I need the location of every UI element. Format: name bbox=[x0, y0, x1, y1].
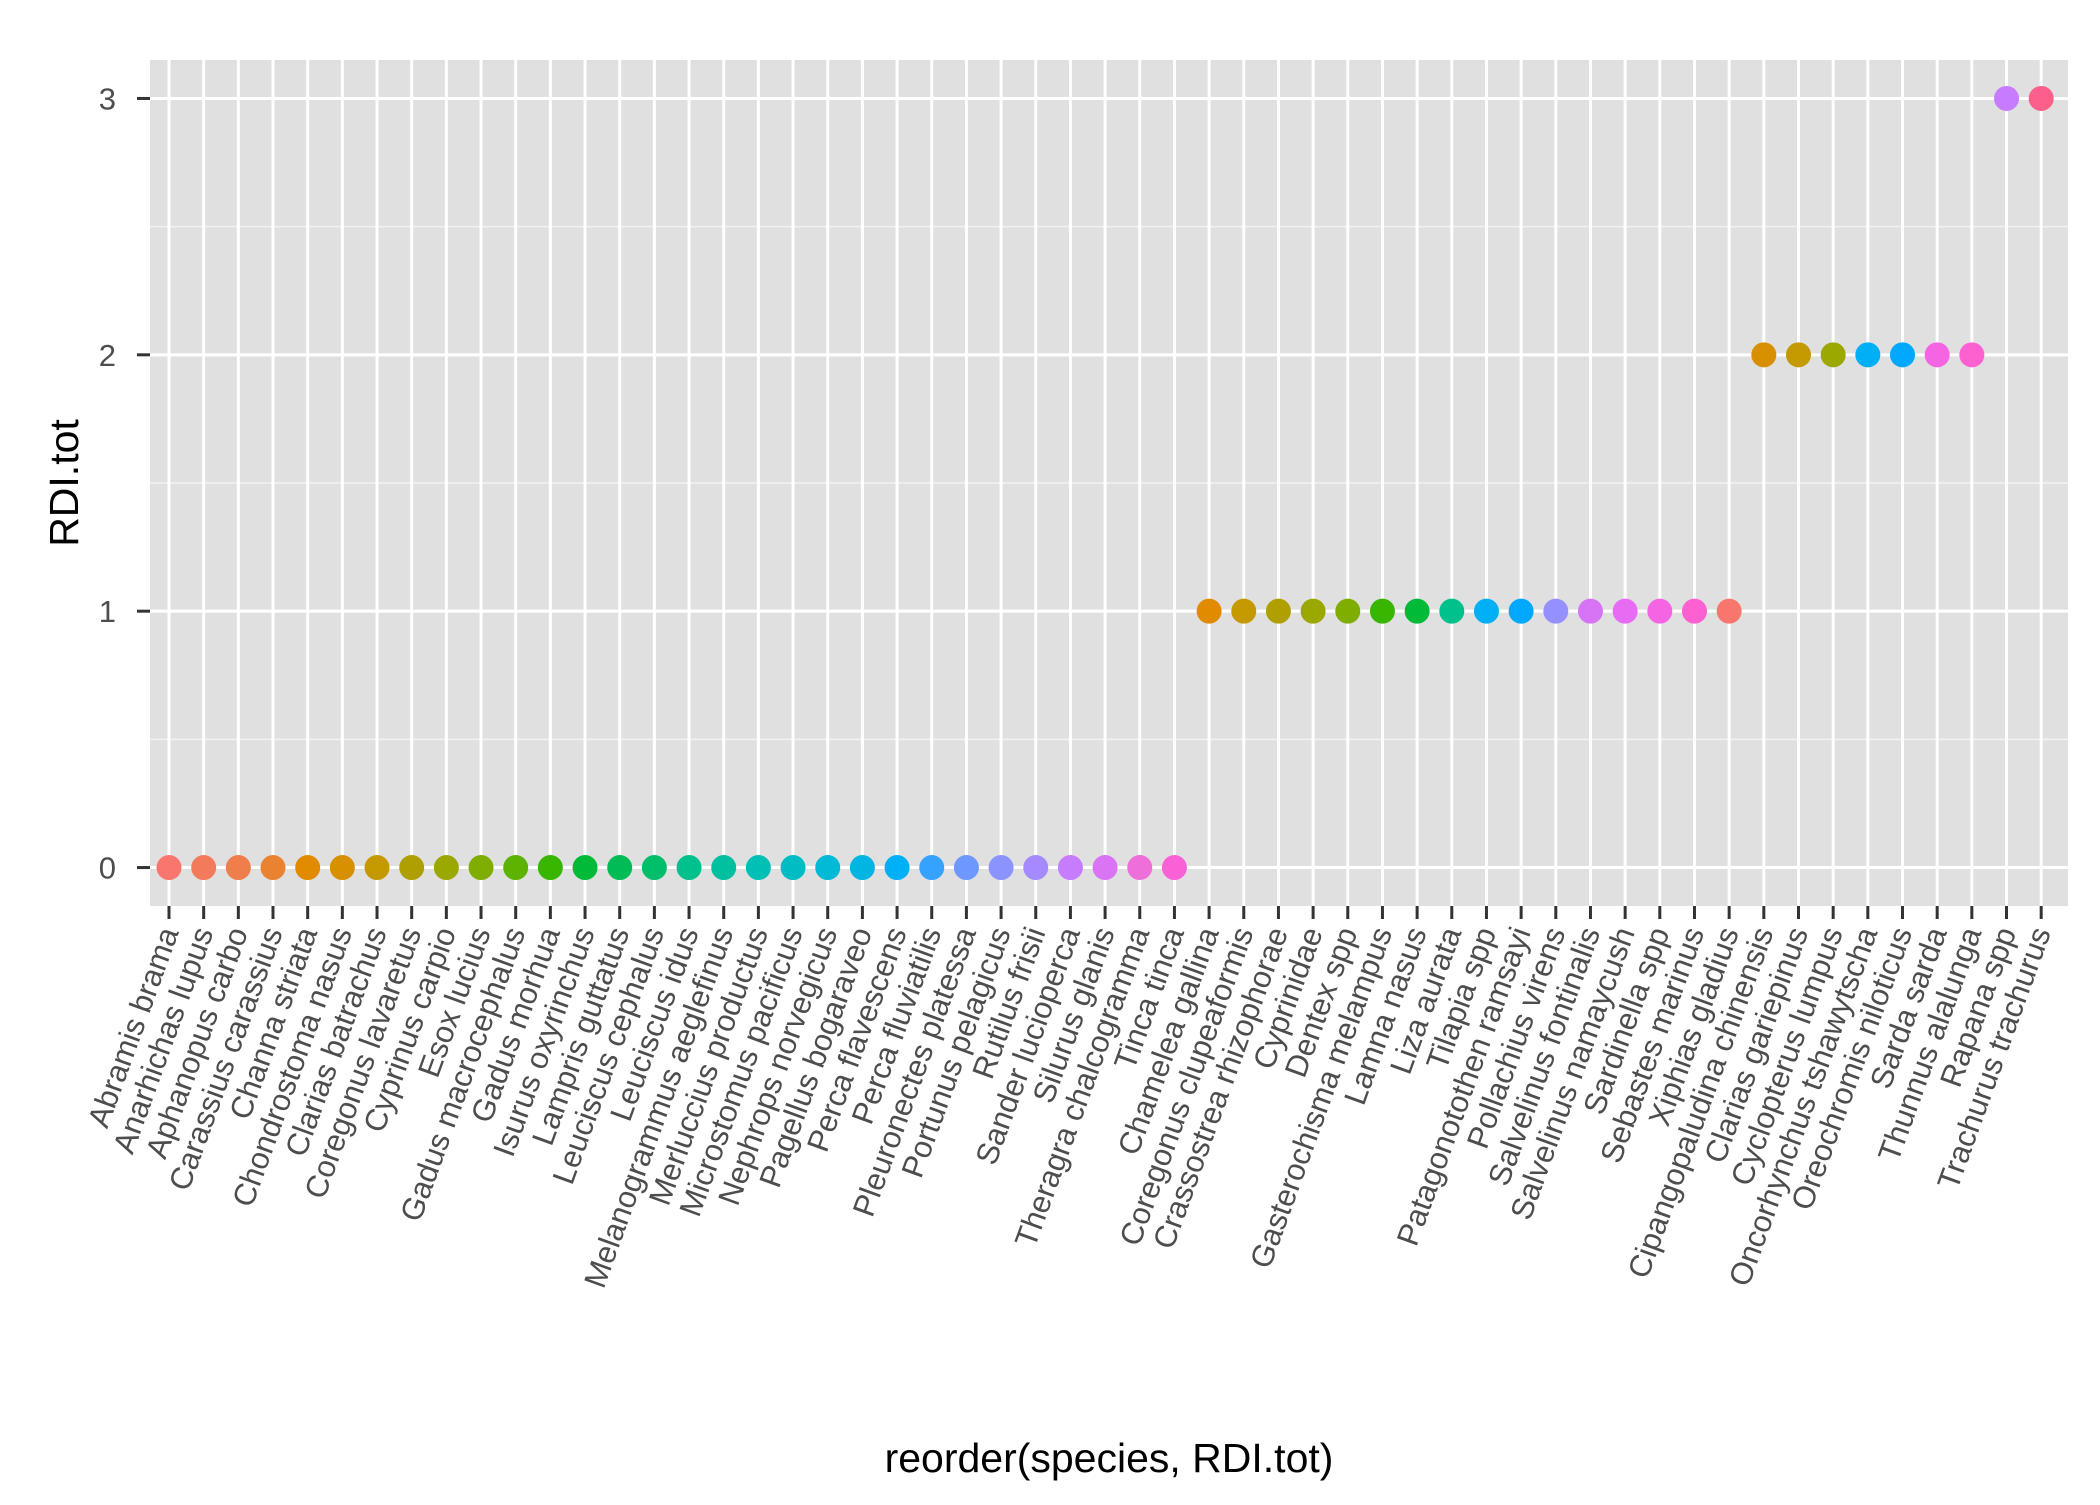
data-point bbox=[1994, 85, 2020, 111]
data-point bbox=[329, 855, 355, 881]
data-point bbox=[1265, 598, 1291, 624]
data-point bbox=[260, 855, 286, 881]
x-axis-title: reorder(species, RDI.tot) bbox=[885, 1435, 1334, 1481]
data-point bbox=[295, 855, 321, 881]
y-tick-label: 1 bbox=[99, 594, 116, 629]
data-point bbox=[1543, 598, 1569, 624]
data-point bbox=[1161, 855, 1187, 881]
data-point bbox=[1231, 598, 1257, 624]
data-point bbox=[572, 855, 598, 881]
data-point bbox=[1300, 598, 1326, 624]
data-point bbox=[849, 855, 875, 881]
data-point bbox=[1924, 342, 1950, 368]
data-point bbox=[225, 855, 251, 881]
data-point bbox=[1577, 598, 1603, 624]
data-point bbox=[780, 855, 806, 881]
data-point bbox=[607, 855, 633, 881]
data-point bbox=[1369, 598, 1395, 624]
data-point bbox=[1959, 342, 1985, 368]
y-axis: 0 1 2 3 bbox=[99, 81, 150, 886]
data-point bbox=[1196, 598, 1222, 624]
y-tick-label: 2 bbox=[99, 338, 116, 373]
data-point bbox=[1404, 598, 1430, 624]
data-point bbox=[1785, 342, 1811, 368]
data-point bbox=[1647, 598, 1673, 624]
major-gridlines bbox=[150, 60, 2068, 906]
data-point bbox=[1751, 342, 1777, 368]
data-point bbox=[1890, 342, 1915, 368]
data-point bbox=[1855, 342, 1881, 368]
y-axis-title: RDI.tot bbox=[41, 419, 87, 547]
data-point bbox=[156, 855, 182, 881]
data-point bbox=[676, 855, 702, 881]
data-point bbox=[641, 855, 667, 881]
y-tick-label: 3 bbox=[99, 81, 116, 116]
data-point bbox=[191, 855, 217, 881]
data-point bbox=[988, 855, 1014, 881]
data-point bbox=[1681, 598, 1707, 624]
data-point bbox=[503, 855, 529, 881]
data-point bbox=[1716, 598, 1742, 624]
data-point bbox=[815, 855, 841, 881]
data-point bbox=[884, 855, 910, 881]
data-point bbox=[919, 855, 945, 881]
data-point bbox=[399, 855, 425, 881]
data-point bbox=[468, 855, 494, 881]
data-point bbox=[1473, 598, 1499, 624]
data-points bbox=[156, 85, 2054, 881]
data-point bbox=[745, 855, 771, 881]
y-tick-label: 0 bbox=[99, 851, 116, 886]
data-point bbox=[433, 855, 459, 881]
data-point bbox=[1092, 855, 1118, 881]
data-point bbox=[2028, 85, 2054, 111]
data-point bbox=[364, 855, 390, 881]
data-point bbox=[1820, 342, 1846, 368]
data-point bbox=[1508, 598, 1534, 624]
data-point bbox=[1439, 598, 1465, 624]
data-point bbox=[1612, 598, 1638, 624]
minor-gridlines bbox=[150, 225, 2068, 741]
data-point bbox=[1023, 855, 1049, 881]
data-point bbox=[1127, 855, 1153, 881]
data-point bbox=[711, 855, 737, 881]
data-point bbox=[1057, 855, 1083, 881]
data-point bbox=[1335, 598, 1361, 624]
data-point bbox=[537, 855, 563, 881]
data-point bbox=[953, 855, 979, 881]
